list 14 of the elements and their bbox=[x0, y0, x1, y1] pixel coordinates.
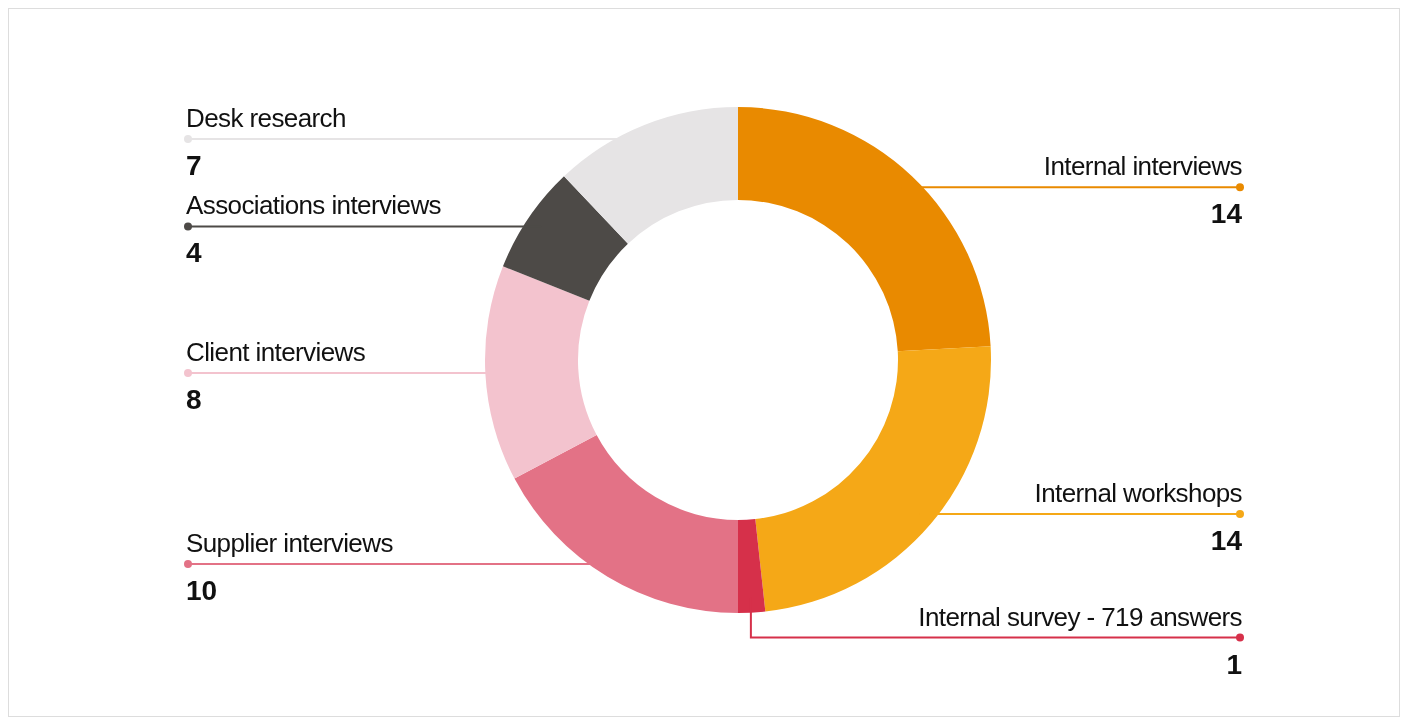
slice-label: Internal survey - 719 answers bbox=[918, 601, 1243, 632]
data-label: 1 bbox=[1226, 648, 1242, 680]
data-label: 4 bbox=[186, 237, 202, 269]
slice-label: Supplier interviews bbox=[186, 527, 394, 558]
slice-label: Internal workshops bbox=[1034, 478, 1243, 509]
data-label: 10 bbox=[186, 574, 218, 606]
slice-label: Client interviews bbox=[186, 336, 366, 367]
data-label: 7 bbox=[186, 149, 202, 181]
slice-label: Internal interviews bbox=[1043, 151, 1243, 182]
data-label: 14 bbox=[1210, 525, 1243, 557]
slice-label: Associations interviews bbox=[186, 190, 442, 221]
data-label: 8 bbox=[186, 383, 202, 415]
slice-label: Desk research bbox=[186, 102, 346, 133]
data-label: 14 bbox=[1210, 198, 1243, 230]
